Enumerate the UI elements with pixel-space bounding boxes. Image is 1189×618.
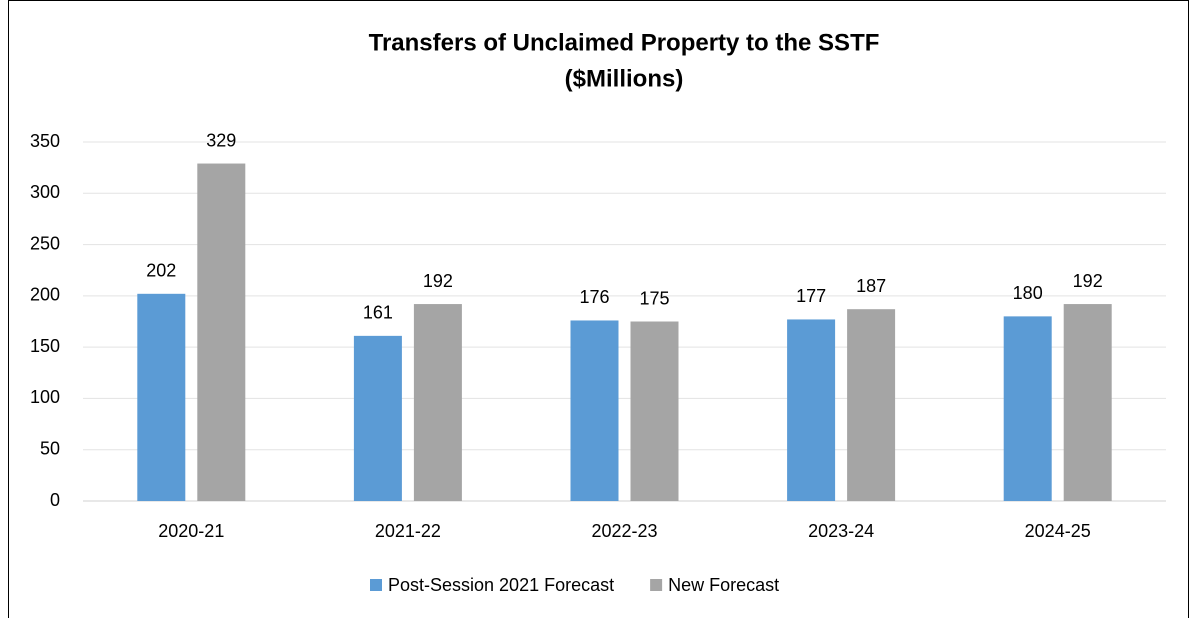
x-tick-label: 2020-21 [158,521,224,541]
data-label: 187 [856,276,886,296]
data-label: 175 [639,288,669,308]
legend-label: Post-Session 2021 Forecast [388,575,614,595]
y-tick-label: 350 [30,131,60,151]
data-label: 176 [579,287,609,307]
chart-title: Transfers of Unclaimed Property to the S… [369,29,880,56]
y-tick-label: 100 [30,387,60,407]
data-label: 161 [363,303,393,323]
bar [847,309,896,501]
bar [1063,304,1112,501]
y-tick-label: 50 [40,438,60,458]
bar [137,293,186,501]
data-label: 192 [423,271,453,291]
y-tick-label: 150 [30,336,60,356]
y-tick-label: 200 [30,285,60,305]
data-label: 202 [146,261,176,281]
legend-label: New Forecast [668,575,779,595]
bar [630,321,679,501]
y-tick-label: 0 [50,490,60,510]
bar [787,319,836,501]
bar [413,304,462,501]
bar [353,335,402,501]
data-label: 329 [206,130,236,150]
chart-subtitle: ($Millions) [565,65,684,92]
data-label: 177 [796,286,826,306]
bar [570,320,619,501]
x-tick-label: 2023-24 [808,521,874,541]
data-label: 192 [1073,271,1103,291]
bar [197,163,246,502]
y-tick-label: 250 [30,233,60,253]
x-tick-label: 2022-23 [591,521,657,541]
bar [1003,316,1052,501]
data-label: 180 [1013,283,1043,303]
x-tick-label: 2024-25 [1025,521,1091,541]
legend-swatch [370,579,382,591]
y-tick-label: 300 [30,182,60,202]
legend-swatch [650,579,663,591]
x-tick-label: 2021-22 [375,521,441,541]
